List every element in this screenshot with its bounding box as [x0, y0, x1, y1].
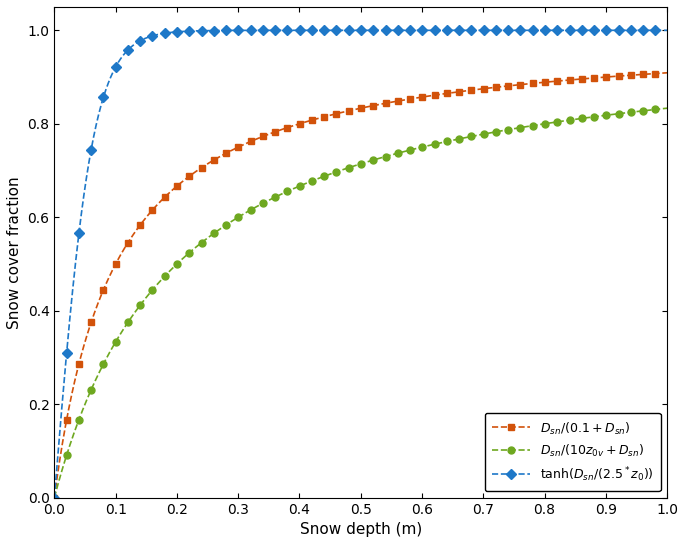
$D_{sn}/(0.1+D_{sn})$ — [539, 79, 547, 85]
$\tanh(D_{sn}/(2.5^*z_0))$ — [528, 27, 536, 34]
$D_{sn}/(0.1+D_{sn})$ — [528, 80, 536, 86]
$\tanh(D_{sn}/(2.5^*z_0))$ — [298, 27, 306, 34]
$\tanh(D_{sn}/(2.5^*z_0))$ — [320, 27, 328, 34]
$D_{sn}/(0.1+D_{sn})$ — [50, 494, 58, 501]
$\tanh(D_{sn}/(2.5^*z_0))$ — [539, 27, 547, 34]
$\tanh(D_{sn}/(2.5^*z_0))$ — [471, 27, 480, 34]
Legend: $D_{sn}/(0.1+D_{sn})$, $D_{sn}/(10z_{0v}+D_{sn})$, $\tanh(D_{sn}/(2.5^*z_0))$: $D_{sn}/(0.1+D_{sn})$, $D_{sn}/(10z_{0v}… — [484, 413, 661, 491]
Line: $\tanh(D_{sn}/(2.5^*z_0))$: $\tanh(D_{sn}/(2.5^*z_0))$ — [51, 27, 671, 501]
$\tanh(D_{sn}/(2.5^*z_0))$ — [663, 27, 671, 34]
$\tanh(D_{sn}/(2.5^*z_0))$ — [113, 61, 121, 68]
$D_{sn}/(0.1+D_{sn})$ — [663, 70, 671, 76]
Line: $D_{sn}/(10z_{0v}+D_{sn})$: $D_{sn}/(10z_{0v}+D_{sn})$ — [51, 105, 671, 501]
$D_{sn}/(0.1+D_{sn})$ — [298, 120, 306, 126]
$D_{sn}/(0.1+D_{sn})$ — [113, 258, 121, 265]
$D_{sn}/(10z_{0v}+D_{sn})$ — [663, 105, 671, 112]
$D_{sn}/(10z_{0v}+D_{sn})$ — [50, 494, 58, 501]
$D_{sn}/(10z_{0v}+D_{sn})$ — [539, 121, 547, 127]
X-axis label: Snow depth (m): Snow depth (m) — [299, 522, 422, 537]
Y-axis label: Snow cover fraction: Snow cover fraction — [7, 176, 22, 329]
$D_{sn}/(10z_{0v}+D_{sn})$ — [471, 132, 480, 139]
Line: $D_{sn}/(0.1+D_{sn})$: $D_{sn}/(0.1+D_{sn})$ — [51, 69, 671, 501]
$\tanh(D_{sn}/(2.5^*z_0))$ — [50, 494, 58, 501]
$D_{sn}/(10z_{0v}+D_{sn})$ — [113, 336, 121, 343]
$D_{sn}/(10z_{0v}+D_{sn})$ — [320, 173, 328, 180]
$D_{sn}/(0.1+D_{sn})$ — [471, 86, 480, 93]
$D_{sn}/(10z_{0v}+D_{sn})$ — [298, 182, 306, 188]
$D_{sn}/(10z_{0v}+D_{sn})$ — [528, 122, 536, 129]
$D_{sn}/(0.1+D_{sn})$ — [320, 114, 328, 120]
